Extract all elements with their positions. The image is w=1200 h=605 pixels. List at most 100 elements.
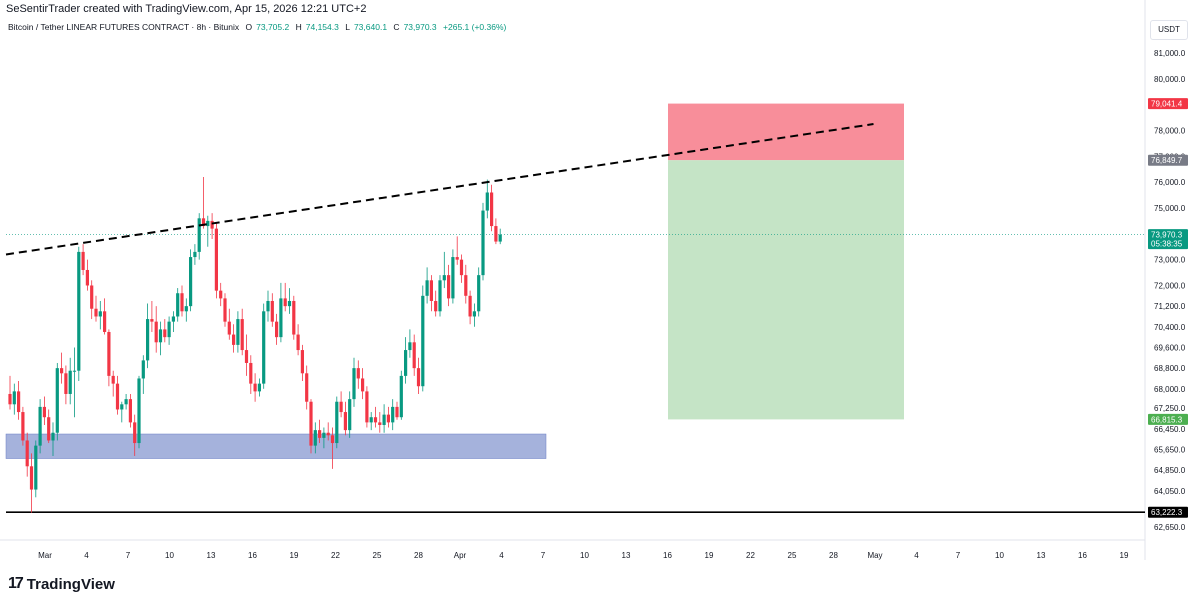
price-tick-label: 64,050.0 — [1154, 487, 1186, 496]
price-tick-label: 72,000.0 — [1154, 281, 1186, 290]
candle-body — [219, 290, 223, 299]
candle-body — [481, 210, 485, 276]
time-tick-label: 13 — [622, 551, 631, 560]
candle-body — [103, 311, 107, 332]
candle-body — [318, 430, 322, 438]
time-tick-label: May — [867, 551, 882, 560]
time-tick-label: 13 — [207, 551, 216, 560]
candle-body — [322, 432, 326, 438]
candle-body — [98, 311, 102, 317]
price-tick-label: 68,800.0 — [1154, 364, 1186, 373]
candle-body — [270, 300, 274, 322]
candle-body — [477, 275, 481, 312]
candle-body — [494, 226, 498, 242]
take-profit-zone[interactable] — [668, 160, 904, 420]
candle-body — [141, 360, 145, 379]
time-tick-label: 16 — [1078, 551, 1087, 560]
candle-body — [29, 466, 34, 490]
price-tag-label: 79,041.4 — [1151, 100, 1183, 109]
price-tag-entry — [1148, 154, 1188, 166]
high-value: 74,154.3 — [305, 22, 339, 32]
candle-body — [133, 422, 137, 444]
candle-body — [386, 414, 390, 423]
open-value: 73,705.2 — [256, 22, 290, 32]
candle-body — [107, 331, 111, 376]
candle-body — [81, 251, 85, 270]
candle-body — [472, 311, 476, 317]
candle-body — [485, 192, 489, 211]
price-tag-stop — [1148, 98, 1188, 110]
time-tick-label: 7 — [541, 551, 546, 560]
time-tick-label: 16 — [663, 551, 672, 560]
candle-body — [287, 300, 292, 307]
time-tick-label: Mar — [38, 551, 52, 560]
candle-body — [42, 406, 46, 418]
price-tick-label: 69,600.0 — [1154, 343, 1186, 352]
symbol-description[interactable]: Bitcoin / Tether LINEAR FUTURES CONTRACT… — [8, 22, 240, 32]
tradingview-brand: TradingView — [26, 575, 115, 593]
candle-body — [391, 406, 395, 423]
candle-body — [64, 373, 68, 394]
candle-body — [348, 399, 352, 431]
candle-body — [51, 432, 55, 441]
time-tick-label: 4 — [84, 551, 89, 560]
candle-body — [257, 383, 261, 392]
time-tick-label: 22 — [331, 551, 340, 560]
candle-body — [17, 391, 21, 413]
candle-body — [339, 401, 343, 413]
candle-body — [176, 293, 180, 317]
price-tick-label: 81,000.0 — [1154, 49, 1186, 58]
price-tag-label: 73,970.3 — [1151, 231, 1183, 240]
candle-body — [313, 430, 317, 446]
support-zone[interactable] — [5, 433, 547, 459]
candle-body — [279, 298, 283, 338]
price-tag-horizontal-line — [1148, 506, 1188, 518]
candle-body — [47, 417, 51, 441]
candle-body — [249, 362, 253, 384]
candle-body — [34, 445, 38, 490]
open-label: O — [245, 22, 253, 32]
time-tick-label: Apr — [454, 551, 467, 560]
candle-body — [335, 401, 339, 444]
candle-body — [214, 228, 218, 291]
candle-body — [171, 316, 175, 322]
candle-body — [395, 406, 399, 418]
candle-body — [90, 285, 94, 309]
dashed-trendline[interactable] — [5, 123, 874, 256]
candle-body — [38, 406, 42, 446]
time-tick-label: 19 — [290, 551, 299, 560]
candle-body — [382, 414, 386, 425]
candle-body — [408, 342, 412, 351]
time-tick-label: 7 — [126, 551, 131, 560]
time-tick-label: 7 — [956, 551, 961, 560]
candle-body — [163, 329, 167, 338]
price-tick-label: 73,000.0 — [1154, 256, 1186, 265]
candle-body — [373, 417, 378, 423]
time-tick-label: 4 — [914, 551, 919, 560]
tradingview-logo[interactable]: 17 TradingView — [8, 575, 115, 593]
change-value: +265.1 (+0.36%) — [443, 22, 507, 32]
price-tick-label: 70,400.0 — [1154, 323, 1186, 332]
stop-loss-zone[interactable] — [668, 103, 904, 161]
candle-body — [266, 300, 270, 312]
candle-body — [184, 306, 188, 312]
candle-body — [150, 319, 154, 322]
candle-body — [146, 319, 150, 361]
price-chart[interactable]: 81,000.080,000.079,000.078,000.077,000.0… — [0, 0, 1200, 570]
candle-body — [262, 311, 266, 384]
high-label: H — [295, 22, 302, 32]
candle-body — [434, 300, 438, 312]
price-tick-label: 65,650.0 — [1154, 446, 1186, 455]
candle-body — [25, 440, 29, 467]
candle-body — [369, 417, 373, 423]
candle-body — [292, 300, 296, 335]
candle-body — [193, 251, 197, 258]
currency-button[interactable]: USDT — [1150, 20, 1188, 40]
candle-body — [167, 321, 171, 338]
candle-body — [399, 375, 403, 418]
candle-body — [115, 383, 120, 410]
candle-body — [180, 293, 184, 312]
candle-body — [404, 350, 408, 376]
price-tick-label: 62,650.0 — [1154, 523, 1186, 532]
close-label: C — [393, 22, 400, 32]
